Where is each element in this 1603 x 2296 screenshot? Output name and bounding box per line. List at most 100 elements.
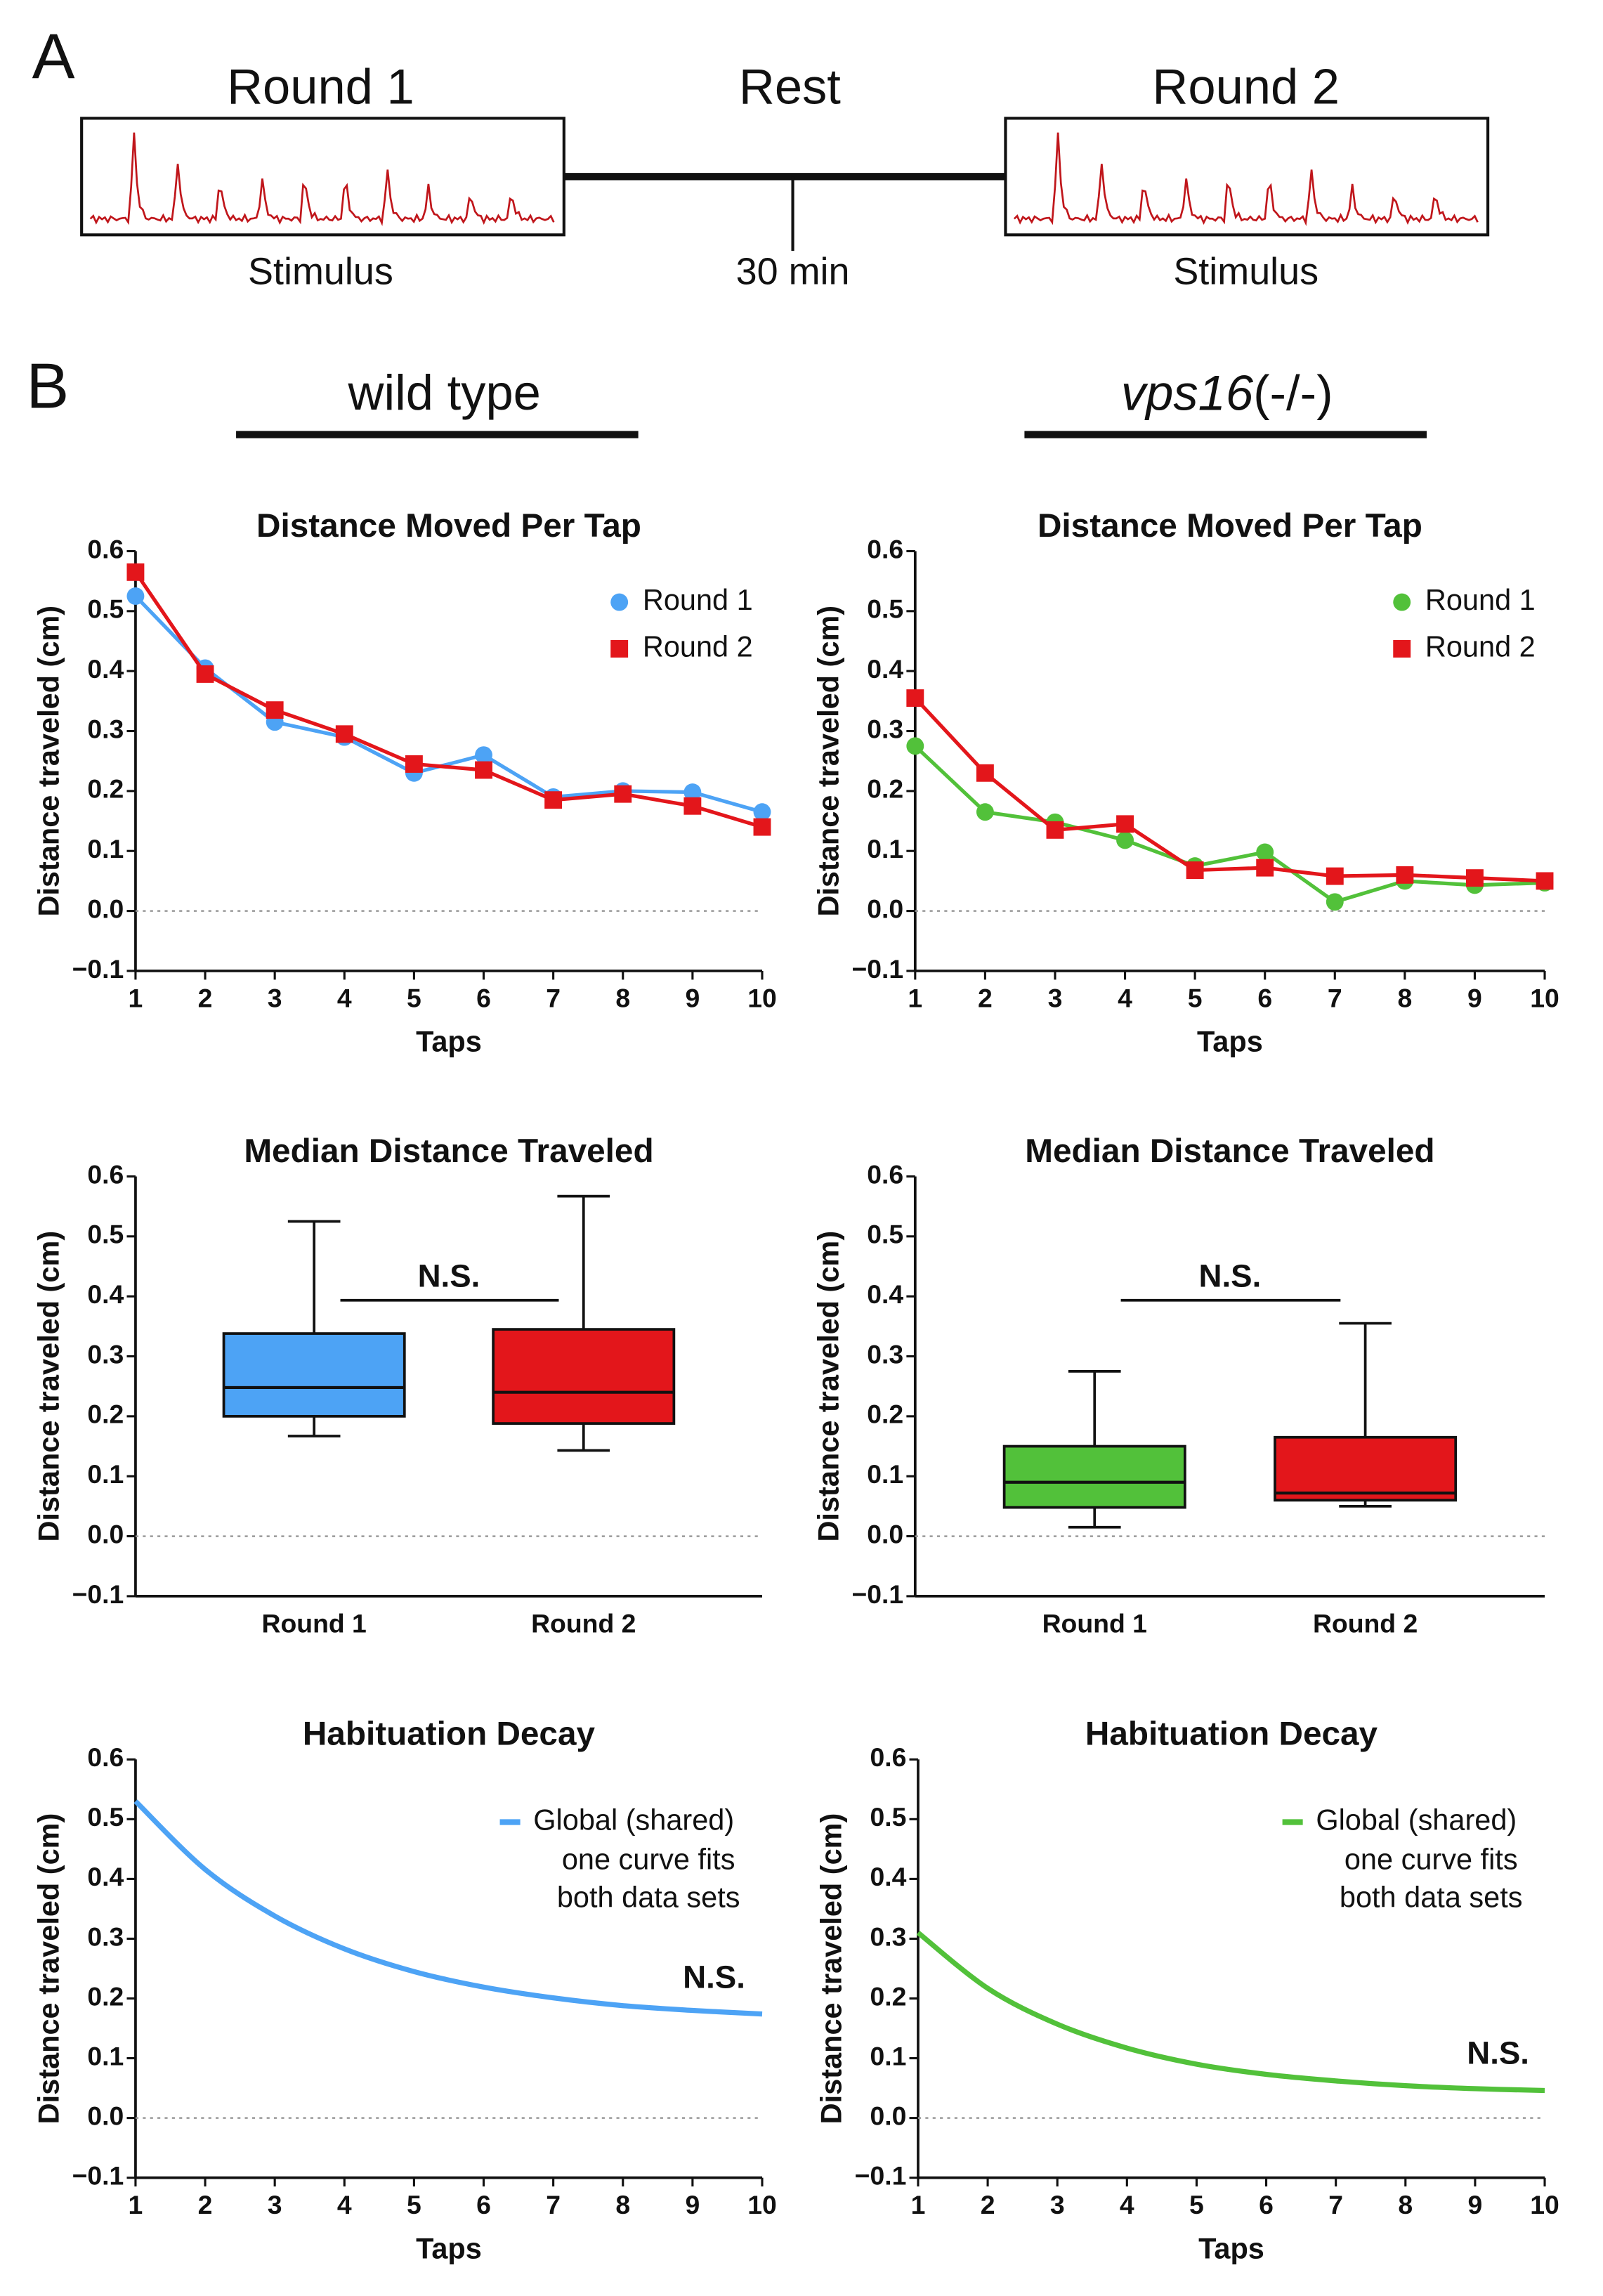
box xyxy=(1274,1435,1458,1502)
x-tick-label: 4 xyxy=(337,2190,352,2219)
legend-label: Round 1 xyxy=(1425,583,1536,616)
chart-title: Median Distance Traveled xyxy=(244,1133,653,1170)
box xyxy=(1002,1444,1186,1509)
stimulus-trace xyxy=(1013,132,1479,226)
y-tick-label: 0.2 xyxy=(87,1400,124,1429)
x-tick-label: 9 xyxy=(1468,2190,1483,2219)
y-tick-label: −0.1 xyxy=(72,2161,124,2191)
legend-note: one curve fits xyxy=(562,1842,735,1875)
legend-note: both data sets xyxy=(1340,1880,1523,1913)
x-tick-label: 5 xyxy=(1189,2190,1204,2219)
duration-label: 30 min xyxy=(736,251,850,293)
chart-title: Median Distance Traveled xyxy=(1025,1133,1434,1170)
y-tick-label: 0.3 xyxy=(87,1922,124,1951)
y-tick-label: 0.6 xyxy=(87,1159,124,1189)
x-tick-label: 8 xyxy=(615,983,630,1012)
y-tick-label: 0.3 xyxy=(867,714,903,743)
y-axis-label: Distance traveled (cm) xyxy=(32,606,65,917)
stimulus-trace xyxy=(89,132,555,226)
y-tick-label: 0.1 xyxy=(87,834,124,863)
x-tick-label: 2 xyxy=(198,983,213,1012)
point xyxy=(683,783,702,802)
y-tick-label: 0.5 xyxy=(87,1802,124,1832)
y-tick-label: 0.0 xyxy=(867,1519,903,1548)
x-tick-label: 8 xyxy=(1398,2190,1413,2219)
point xyxy=(1116,815,1134,833)
x-tick-label: 4 xyxy=(337,983,352,1012)
legend-marker xyxy=(1393,593,1411,611)
significance-label: N.S. xyxy=(1199,1258,1262,1294)
x-tick-label: 6 xyxy=(476,2190,491,2219)
y-tick-label: 0.5 xyxy=(87,594,124,624)
chart-title: Distance Moved Per Tap xyxy=(1038,507,1422,544)
series-line xyxy=(914,744,1545,904)
legend-marker xyxy=(610,593,629,611)
point xyxy=(753,818,771,836)
y-tick-label: 0.1 xyxy=(867,1459,903,1489)
legend-label: Round 2 xyxy=(1425,630,1536,663)
x-tick-label: Round 1 xyxy=(1042,1608,1147,1638)
x-tick-label: 10 xyxy=(747,2190,777,2219)
x-tick-label: 4 xyxy=(1118,983,1132,1012)
x-tick-label: 2 xyxy=(198,2190,213,2219)
point xyxy=(906,689,924,707)
x-tick-label: Round 2 xyxy=(531,1608,636,1638)
y-tick-label: 0.3 xyxy=(87,714,124,743)
point xyxy=(976,764,994,782)
x-axis-label: Taps xyxy=(1198,2231,1264,2264)
y-axis-label: Distance traveled (cm) xyxy=(811,606,844,917)
y-tick-label: 0.4 xyxy=(867,654,903,684)
y-tick-label: 0.1 xyxy=(87,1459,124,1489)
fit-curve xyxy=(916,1931,1545,2094)
point xyxy=(405,755,423,773)
x-tick-label: 6 xyxy=(1257,983,1272,1012)
point xyxy=(1256,843,1274,861)
x-tick-label: 10 xyxy=(747,983,777,1012)
series-line xyxy=(134,594,763,814)
point xyxy=(1046,821,1064,839)
y-tick-label: 0.0 xyxy=(870,2101,906,2130)
annotation: N.S. xyxy=(683,1959,745,1995)
point xyxy=(335,725,353,743)
y-tick-label: 0.1 xyxy=(87,2041,124,2070)
y-axis-label: Distance traveled (cm) xyxy=(32,1813,65,2125)
round-label: Round 1 xyxy=(227,59,414,115)
y-tick-label: 0.4 xyxy=(867,1279,903,1309)
point xyxy=(1326,893,1344,911)
point xyxy=(683,797,702,815)
x-tick-label: 7 xyxy=(1328,983,1342,1012)
point xyxy=(976,803,994,821)
x-tick-label: 9 xyxy=(1467,983,1482,1012)
group-title-suffix: (-/-) xyxy=(1253,365,1333,420)
fit-curve xyxy=(133,1799,763,2017)
x-tick-label: 5 xyxy=(1188,983,1203,1012)
y-axis-label: Distance traveled (cm) xyxy=(815,1813,848,2125)
y-tick-label: 0.4 xyxy=(870,1862,906,1891)
x-tick-label: 1 xyxy=(911,2190,926,2219)
y-tick-label: 0.6 xyxy=(867,1159,903,1189)
x-tick-label: 6 xyxy=(1259,2190,1274,2219)
panel-label: A xyxy=(32,21,75,93)
y-tick-label: 0.2 xyxy=(87,774,124,804)
x-tick-label: 5 xyxy=(407,2190,421,2219)
y-tick-label: 0.5 xyxy=(87,1220,124,1249)
x-tick-label: Round 1 xyxy=(262,1608,367,1638)
y-tick-label: −0.1 xyxy=(852,954,904,984)
point xyxy=(1116,831,1134,849)
point xyxy=(614,785,632,803)
point xyxy=(475,761,492,779)
x-tick-label: Round 2 xyxy=(1313,1608,1418,1638)
y-tick-label: 0.3 xyxy=(87,1339,124,1369)
stimulus-label: Stimulus xyxy=(1173,251,1319,293)
point xyxy=(1536,872,1554,890)
x-axis-label: Taps xyxy=(416,2231,482,2264)
point xyxy=(753,803,771,821)
chart-title: Habituation Decay xyxy=(1085,1716,1378,1753)
x-tick-label: 10 xyxy=(1530,2190,1559,2219)
y-tick-label: 0.6 xyxy=(87,534,124,563)
y-tick-label: 0.5 xyxy=(867,1220,903,1249)
stimulus-label: Stimulus xyxy=(248,251,393,293)
legend-note: both data sets xyxy=(557,1880,740,1913)
group-title-name: vps16 xyxy=(1121,365,1254,420)
